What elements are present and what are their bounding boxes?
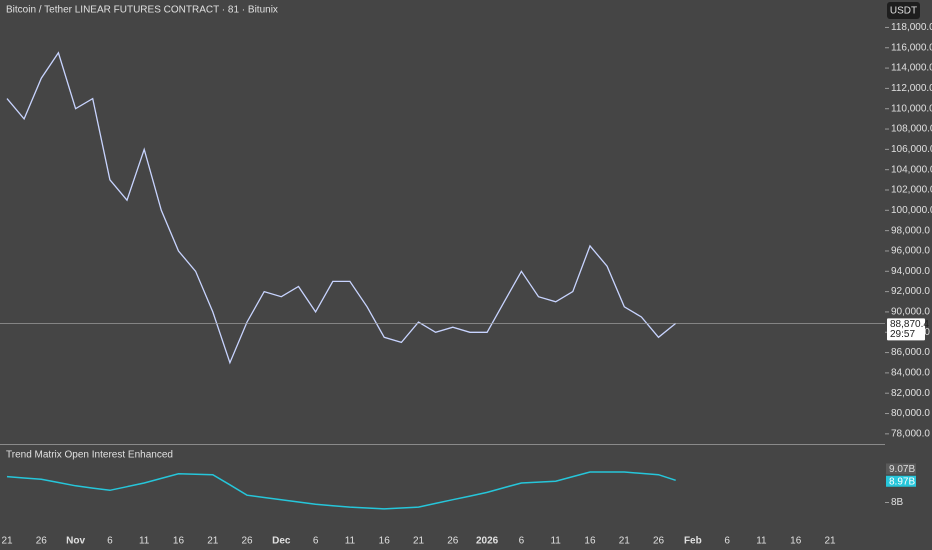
y-tick-label: 104,000.0: [891, 164, 932, 175]
y-tick-label: 118,000.0: [891, 22, 932, 33]
last-value-badge: [886, 475, 916, 487]
currency-label[interactable]: USDT: [890, 6, 917, 17]
last-value-label: 8.97B: [889, 476, 915, 487]
y-tick-label: 98,000.0: [891, 225, 930, 236]
y-tick-label: 114,000.0: [891, 63, 932, 74]
x-tick-label: 21: [207, 536, 219, 547]
indicator-title: Trend Matrix Open Interest Enhanced: [6, 450, 173, 461]
y-tick-label: 116,000.0: [891, 42, 932, 53]
y-tick-label: 108,000.0: [891, 124, 932, 135]
y-tick-label: 94,000.0: [891, 266, 930, 277]
x-tick-label: 21: [619, 536, 631, 547]
x-tick-label: 26: [447, 536, 459, 547]
y-tick-label: 80,000.0: [891, 408, 930, 419]
last-value-badge: [886, 463, 916, 475]
y-tick-label: 8B: [891, 497, 904, 508]
x-tick-label: 26: [36, 536, 48, 547]
x-tick-label: Feb: [684, 536, 702, 547]
y-tick-label: 96,000.0: [891, 246, 930, 257]
y-tick-label: 90,000.0: [891, 307, 930, 318]
x-tick-label: 16: [379, 536, 391, 547]
y-tick-label: 106,000.0: [891, 144, 932, 155]
x-tick-label: 21: [1, 536, 13, 547]
x-tick-label: 2026: [476, 536, 499, 547]
x-tick-label: 6: [313, 536, 319, 547]
last-value-label: 9.07B: [889, 464, 915, 475]
last-price-badge: [887, 318, 925, 341]
x-tick-label: 21: [413, 536, 425, 547]
last-price-label: 88,870.4: [890, 319, 929, 330]
x-tick-label: 11: [550, 536, 561, 547]
x-tick-label: 11: [139, 536, 150, 547]
x-tick-label: 16: [173, 536, 185, 547]
x-tick-label: 26: [653, 536, 665, 547]
x-tick-label: 16: [790, 536, 802, 547]
x-tick-label: 11: [345, 536, 356, 547]
x-tick-label: 16: [584, 536, 596, 547]
x-tick-label: 11: [756, 536, 767, 547]
chart-title: Bitcoin / Tether LINEAR FUTURES CONTRACT…: [6, 5, 278, 16]
x-tick-label: Nov: [66, 536, 85, 547]
y-tick-label: 82,000.0: [891, 388, 930, 399]
x-tick-label: 6: [519, 536, 525, 547]
price-line: [6, 51, 677, 365]
y-tick-label: 84,000.0: [891, 368, 930, 379]
x-tick-label: 6: [724, 536, 730, 547]
countdown-label: 29:57: [890, 329, 915, 340]
y-tick-label: 86,000.0: [891, 347, 930, 358]
y-tick-label: 92,000.0: [891, 286, 930, 297]
y-tick-label: 112,000.0: [891, 83, 932, 94]
x-tick-label: 26: [241, 536, 253, 547]
y-tick-label: 100,000.0: [891, 205, 932, 216]
x-tick-label: Dec: [272, 536, 291, 547]
x-tick-label: 6: [107, 536, 113, 547]
x-tick-label: 21: [824, 536, 836, 547]
y-tick-label: 102,000.0: [891, 185, 932, 196]
y-tick-label: 78,000.0: [891, 428, 930, 439]
price-line: [6, 471, 676, 510]
currency-button[interactable]: [887, 2, 920, 19]
y-tick-label: 110,000.0: [891, 103, 932, 114]
